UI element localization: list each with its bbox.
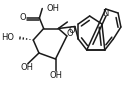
Text: O: O: [69, 26, 75, 35]
Text: O: O: [66, 29, 73, 38]
Text: HO: HO: [1, 33, 14, 43]
Text: N: N: [102, 8, 109, 18]
Text: OH: OH: [21, 63, 34, 72]
Text: OH: OH: [46, 4, 59, 13]
Text: O: O: [19, 13, 26, 23]
Text: OH: OH: [49, 70, 62, 79]
